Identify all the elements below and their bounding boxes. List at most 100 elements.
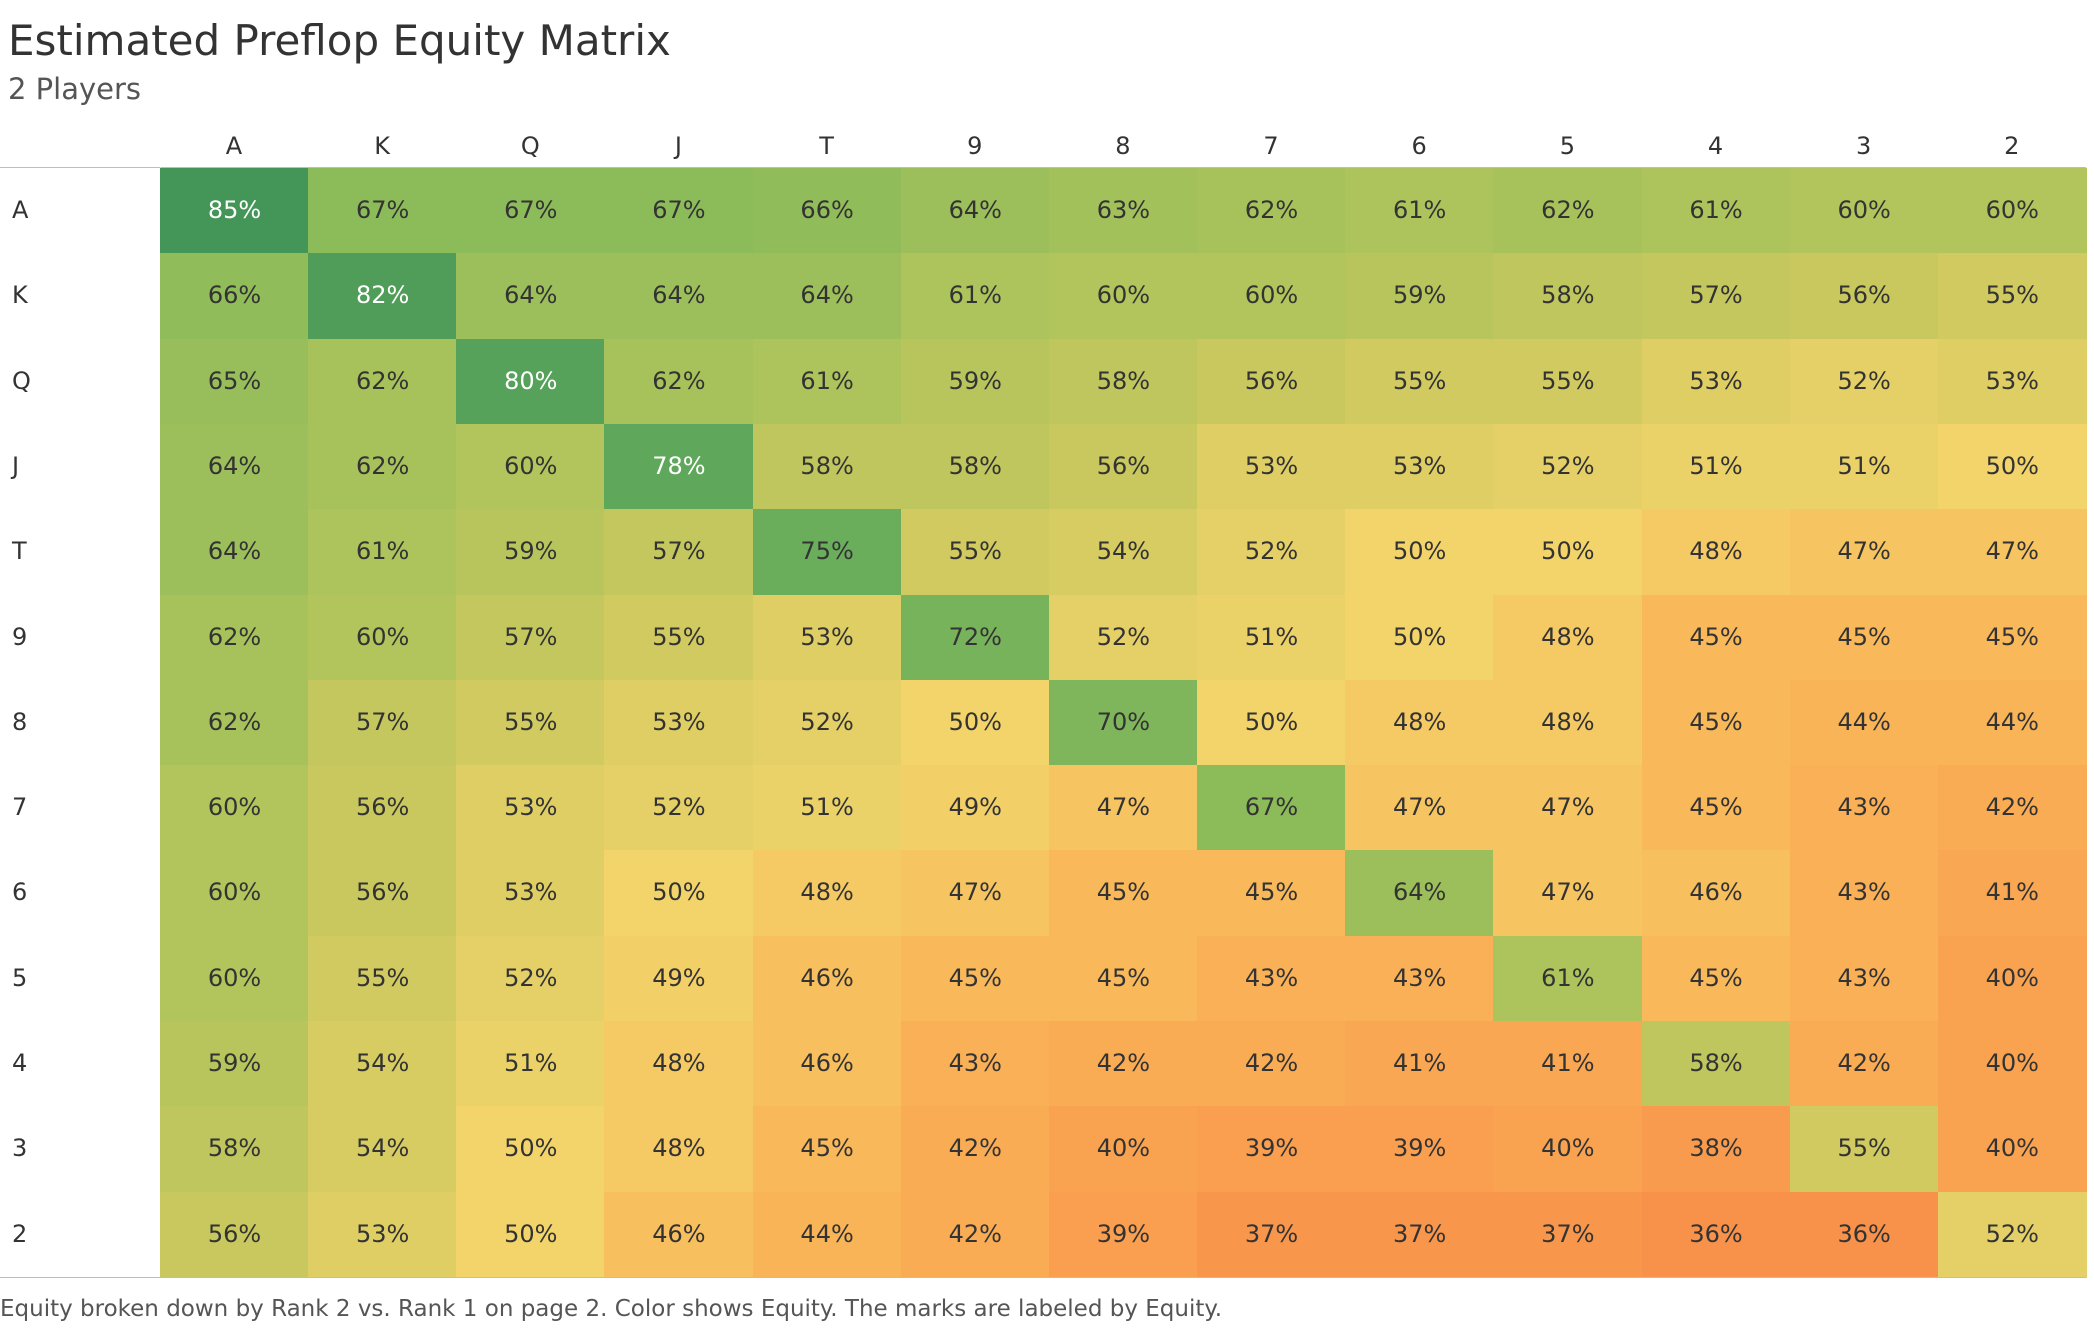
heatmap-cell[interactable]: 42% [900,1106,1050,1193]
heatmap-cell[interactable]: 48% [604,1021,754,1107]
heatmap-cell[interactable]: 61% [1641,168,1791,254]
heatmap-cell[interactable]: 37% [1345,1191,1495,1278]
heatmap-cell[interactable]: 44% [1937,679,2087,766]
heatmap-cell[interactable]: 62% [604,338,754,425]
heatmap-cell[interactable]: 43% [1197,935,1347,1022]
heatmap-cell[interactable]: 46% [752,935,902,1022]
heatmap-cell[interactable]: 60% [160,765,309,852]
heatmap-cell[interactable]: 60% [1937,168,2087,254]
heatmap-cell[interactable]: 85% [160,168,309,254]
heatmap-cell[interactable]: 53% [308,1191,458,1278]
heatmap-cell[interactable]: 50% [1493,509,1643,596]
heatmap-cell[interactable]: 41% [1345,1021,1495,1107]
heatmap-cell[interactable]: 41% [1937,850,2087,937]
heatmap-cell[interactable]: 45% [1048,850,1198,937]
heatmap-cell[interactable]: 64% [604,253,754,340]
heatmap-cell[interactable]: 48% [1493,594,1643,681]
heatmap-cell[interactable]: 45% [1937,594,2087,681]
heatmap-cell[interactable]: 57% [308,679,458,766]
heatmap-cell[interactable]: 52% [604,765,754,852]
heatmap-cell[interactable]: 75% [752,509,902,596]
heatmap-cell[interactable]: 40% [1493,1106,1643,1193]
heatmap-cell[interactable]: 61% [752,338,902,425]
heatmap-cell[interactable]: 51% [1789,423,1939,510]
heatmap-cell[interactable]: 58% [752,423,902,510]
heatmap-cell[interactable]: 57% [456,594,606,681]
heatmap-cell[interactable]: 70% [1048,679,1198,766]
heatmap-cell[interactable]: 52% [456,935,606,1022]
heatmap-cell[interactable]: 52% [752,679,902,766]
heatmap-cell[interactable]: 52% [1048,594,1198,681]
heatmap-cell[interactable]: 47% [1493,765,1643,852]
heatmap-cell[interactable]: 47% [1345,765,1495,852]
heatmap-cell[interactable]: 60% [456,423,606,510]
heatmap-cell[interactable]: 67% [308,168,458,254]
heatmap-cell[interactable]: 37% [1197,1191,1347,1278]
heatmap-cell[interactable]: 55% [1493,338,1643,425]
heatmap-cell[interactable]: 43% [1789,765,1939,852]
heatmap-cell[interactable]: 45% [1197,850,1347,937]
heatmap-cell[interactable]: 53% [752,594,902,681]
heatmap-cell[interactable]: 62% [1197,168,1347,254]
heatmap-cell[interactable]: 45% [1641,765,1791,852]
heatmap-cell[interactable]: 80% [456,338,606,425]
heatmap-cell[interactable]: 54% [1048,509,1198,596]
heatmap-cell[interactable]: 64% [752,253,902,340]
heatmap-cell[interactable]: 60% [160,850,309,937]
heatmap-cell[interactable]: 42% [1048,1021,1198,1107]
heatmap-cell[interactable]: 46% [752,1021,902,1107]
heatmap-cell[interactable]: 36% [1641,1191,1791,1278]
heatmap-cell[interactable]: 58% [1493,253,1643,340]
heatmap-cell[interactable]: 64% [160,423,309,510]
heatmap-cell[interactable]: 37% [1493,1191,1643,1278]
heatmap-cell[interactable]: 57% [604,509,754,596]
heatmap-cell[interactable]: 47% [1493,850,1643,937]
heatmap-cell[interactable]: 51% [1197,594,1347,681]
heatmap-cell[interactable]: 55% [1789,1106,1939,1193]
heatmap-cell[interactable]: 46% [1641,850,1791,937]
heatmap-cell[interactable]: 60% [308,594,458,681]
heatmap-cell[interactable]: 53% [1197,423,1347,510]
heatmap-cell[interactable]: 39% [1048,1191,1198,1278]
heatmap-cell[interactable]: 46% [604,1191,754,1278]
heatmap-cell[interactable]: 45% [1641,679,1791,766]
heatmap-cell[interactable]: 66% [752,168,902,254]
heatmap-cell[interactable]: 67% [456,168,606,254]
heatmap-cell[interactable]: 58% [160,1106,309,1193]
heatmap-cell[interactable]: 60% [1048,253,1198,340]
heatmap-cell[interactable]: 45% [900,935,1050,1022]
heatmap-cell[interactable]: 66% [160,253,309,340]
heatmap-cell[interactable]: 49% [900,765,1050,852]
heatmap-cell[interactable]: 82% [308,253,458,340]
heatmap-cell[interactable]: 64% [160,509,309,596]
heatmap-cell[interactable]: 52% [1937,1191,2087,1278]
heatmap-cell[interactable]: 47% [1789,509,1939,596]
heatmap-cell[interactable]: 45% [752,1106,902,1193]
heatmap-cell[interactable]: 58% [1048,338,1198,425]
heatmap-cell[interactable]: 42% [1197,1021,1347,1107]
heatmap-cell[interactable]: 56% [1048,423,1198,510]
heatmap-cell[interactable]: 40% [1937,1106,2087,1193]
heatmap-cell[interactable]: 45% [1641,594,1791,681]
heatmap-cell[interactable]: 55% [1937,253,2087,340]
heatmap-cell[interactable]: 48% [1493,679,1643,766]
heatmap-cell[interactable]: 61% [1345,168,1495,254]
heatmap-cell[interactable]: 47% [1937,509,2087,596]
heatmap-cell[interactable]: 64% [900,168,1050,254]
heatmap-cell[interactable]: 36% [1789,1191,1939,1278]
heatmap-cell[interactable]: 59% [160,1021,309,1107]
heatmap-cell[interactable]: 45% [1789,594,1939,681]
heatmap-cell[interactable]: 50% [456,1106,606,1193]
heatmap-cell[interactable]: 52% [1493,423,1643,510]
heatmap-cell[interactable]: 62% [160,594,309,681]
heatmap-cell[interactable]: 50% [1345,594,1495,681]
heatmap-cell[interactable]: 57% [1641,253,1791,340]
heatmap-cell[interactable]: 56% [1789,253,1939,340]
heatmap-cell[interactable]: 56% [160,1191,309,1278]
heatmap-cell[interactable]: 45% [1641,935,1791,1022]
heatmap-cell[interactable]: 50% [1197,679,1347,766]
heatmap-cell[interactable]: 50% [1937,423,2087,510]
heatmap-cell[interactable]: 59% [900,338,1050,425]
heatmap-cell[interactable]: 40% [1937,1021,2087,1107]
heatmap-cell[interactable]: 50% [604,850,754,937]
